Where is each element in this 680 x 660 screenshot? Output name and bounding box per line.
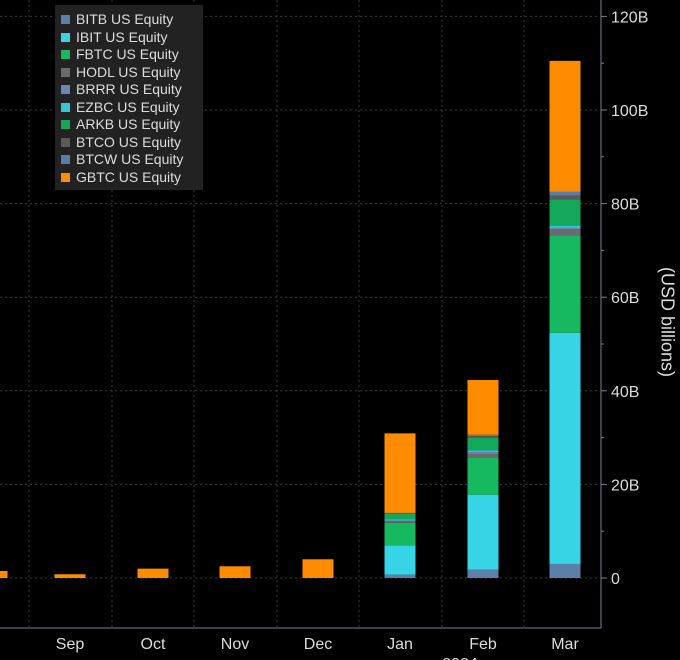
legend-item: BITB US Equity [61,11,199,29]
chart-legend: BITB US Equity IBIT US Equity FBTC US Equi… [55,5,203,190]
legend-swatch [61,50,70,60]
bar-Mar-HODL [549,229,581,236]
bar-Dec-GBTC [302,559,334,578]
legend-label: ARKB US Equity [76,116,181,132]
bar-Feb-BTCO [467,436,499,438]
legend-item: GBTC US Equity [61,169,199,187]
legend-label: HODL US Equity [76,63,181,80]
legend-item: BTCW US Equity [61,151,199,169]
x-axis-year-label: 2024 [442,656,478,660]
legend-swatch [61,120,70,130]
y-axis-label: (USD billions) [657,266,678,378]
y-tick-label-80B: 80B [611,197,639,214]
bar-Mar-EZBC [549,225,581,228]
x-tick-label-Feb: Feb [469,636,497,653]
bar-Feb-ARKB [467,437,499,451]
legend-item: BRRR US Equity [61,81,199,99]
bar-Jan-BRRR [384,520,416,522]
bar-Feb-EZBC [467,450,499,453]
x-tick-label-Jan: Jan [387,636,413,653]
legend-label: GBTC US Equity [76,168,182,185]
x-tick-label-Dec: Dec [304,636,332,653]
legend-label: BRRR US Equity [76,81,182,97]
y-tick-label-0: 0 [611,571,620,588]
bar-Sep-GBTC [54,574,86,578]
legend-label: FBTC US Equity [76,46,179,62]
bar-Jan-HODL [384,521,416,523]
bar-Jan-BITB [384,574,416,578]
y-tick-label-100B: 100B [611,103,648,120]
bar-Oct-GBTC [137,568,169,578]
bar-Jan-EZBC [384,519,416,521]
legend-swatch [61,155,70,165]
bar-Mar-IBIT [549,332,581,564]
bar-Jan-BTCW [384,512,416,514]
bar-Jan-IBIT [384,545,416,575]
bar-Feb-HODL [467,453,499,458]
legend-swatch [61,137,70,147]
bar-Feb-GBTC [467,380,499,435]
legend-swatch [61,172,70,182]
bar-Mar-BTCO [549,195,581,200]
legend-swatch [61,85,70,95]
bar-Mar-BITB [549,563,581,578]
bar-Feb-BTCW [467,434,499,437]
y-tick-label-60B: 60B [611,290,639,307]
legend-label: BTCO US Equity [76,133,182,150]
bar-Jan-FBTC [384,522,416,546]
x-tick-label-Nov: Nov [221,636,249,653]
legend-item: BTCO US Equity [61,134,199,152]
bar-Feb-FBTC [467,457,499,495]
bar-Aug-GBTC [0,570,8,578]
bar-Feb-IBIT [467,494,499,570]
bar-Nov-GBTC [219,566,251,578]
y-tick-label-120B: 120B [611,9,648,26]
legend-swatch [61,67,70,77]
legend-item: ARKB US Equity [61,116,199,134]
bar-Feb-BRRR [467,452,499,454]
legend-label: EZBC US Equity [76,98,180,115]
legend-swatch [61,15,70,25]
bar-Mar-FBTC [549,235,581,333]
legend-item: HODL US Equity [61,64,199,82]
legend-item: EZBC US Equity [61,99,199,117]
legend-item: IBIT US Equity [61,29,199,47]
legend-swatch [61,32,70,42]
x-tick-label-Oct: Oct [141,636,166,653]
bar-Jan-GBTC [384,433,416,513]
legend-label: IBIT US Equity [76,28,168,45]
y-tick-label-20B: 20B [611,477,639,494]
legend-label: BITB US Equity [76,11,174,27]
bar-Mar-ARKB [549,199,581,226]
legend-swatch [61,102,70,112]
y-tick-label-40B: 40B [611,384,639,401]
legend-label: BTCW US Equity [76,151,184,167]
bar-Feb-BITB [467,569,499,578]
x-tick-label-Sep: Sep [56,636,85,653]
bar-Jan-BTCO [384,513,416,514]
bar-Mar-BTCW [549,191,581,196]
bar-Jan-ARKB [384,513,416,520]
bar-Mar-GBTC [549,60,581,192]
legend-item: FBTC US Equity [61,46,199,64]
bar-Mar-BRRR [549,227,581,230]
x-tick-label-Mar: Mar [551,636,579,653]
